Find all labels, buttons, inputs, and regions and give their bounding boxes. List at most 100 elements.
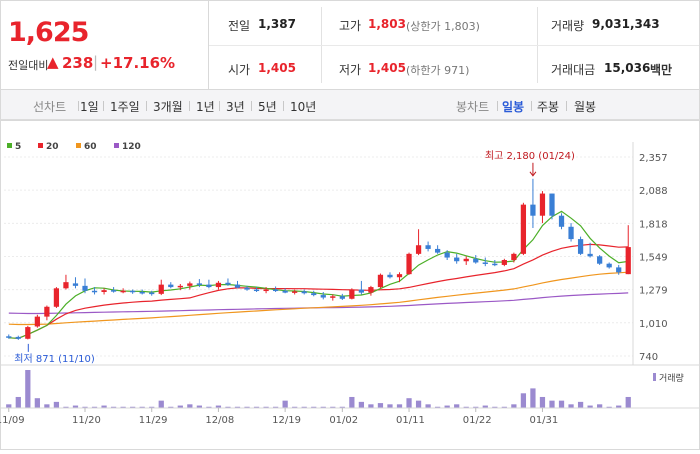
volume-bar (320, 406, 326, 408)
prev-close-value: 1,387 (258, 17, 296, 31)
volume-bar (110, 406, 117, 408)
volume-bar (187, 404, 193, 408)
period-1y-button[interactable]: 1년 (196, 100, 215, 114)
candle-body (587, 253, 593, 257)
current-price: 1,625 (8, 17, 89, 48)
open-label: 시가 (228, 63, 251, 77)
up-arrow-icon: ▲ (47, 53, 59, 71)
candle-body (330, 296, 336, 298)
period-1w-button[interactable]: 1주일 (110, 100, 140, 114)
candles (6, 178, 631, 340)
candle-body (72, 283, 79, 286)
candle-body (530, 204, 536, 216)
x-tick-label: 12/19 (272, 415, 301, 426)
candle-body (454, 257, 460, 262)
x-tick-label: 11/09 (0, 415, 25, 426)
volume-bar (597, 404, 603, 408)
candle-daily-button[interactable]: 일봉 (502, 100, 525, 114)
period-5y-button[interactable]: 5년 (258, 100, 277, 114)
candle-weekly-button[interactable]: 주봉 (537, 100, 560, 114)
divider (531, 101, 532, 111)
volume-legend-swatch (653, 373, 656, 381)
candle-body (215, 282, 222, 288)
volume-bar (53, 401, 60, 408)
x-tick-label: 11/29 (139, 415, 168, 426)
volume-bar (130, 406, 136, 408)
low-value: 1,405 (368, 61, 406, 75)
candle-body (110, 290, 117, 292)
y-tick-label: 1,549 (639, 252, 668, 263)
candlestick-chart: 5 20 60 120 2,357 2,088 1,818 1,549 1,279 1,010 7… (0, 120, 700, 450)
volume-bar (44, 404, 50, 408)
volume-bar (454, 404, 460, 408)
candle-body (139, 292, 145, 294)
candle-body (168, 284, 174, 288)
x-tick-label: 01/31 (529, 415, 558, 426)
volume-bar (234, 406, 241, 408)
legend-label: 60 (84, 142, 97, 152)
volume-bar (139, 406, 145, 408)
volume-label: 거래량 (551, 19, 585, 33)
candle-monthly-button[interactable]: 월봉 (574, 100, 597, 114)
divider (189, 101, 190, 111)
volume-bar (206, 406, 212, 408)
candle-body (177, 285, 183, 288)
candle-body (568, 226, 574, 240)
candle-body (34, 316, 40, 327)
moving-average-legend: 5 20 60 120 (7, 142, 141, 152)
x-tick-label: 11/20 (72, 415, 101, 426)
candle-body (253, 289, 260, 292)
volume-bar (6, 404, 12, 408)
candle-body (415, 245, 422, 254)
candle-body (396, 274, 403, 278)
volume-bar (225, 406, 231, 408)
candle-body (558, 215, 565, 227)
volume-bar (463, 406, 469, 408)
volume-bar (616, 405, 622, 408)
candle-body (473, 258, 479, 263)
volume-bar (158, 400, 164, 408)
candle-body (511, 253, 517, 261)
volume-bar (330, 406, 336, 408)
volume-bar (377, 403, 384, 408)
chart-border (0, 120, 700, 450)
high-label: 고가 (339, 19, 362, 33)
high-annotation: 최고 2,180 (01/24) (485, 150, 575, 162)
volume-bar (120, 406, 126, 408)
candle-body (539, 193, 546, 216)
period-10y-button[interactable]: 10년 (290, 100, 317, 114)
candle-body (358, 289, 365, 293)
volume-bar (539, 396, 546, 408)
candle-body (311, 293, 317, 296)
period-3m-button[interactable]: 3개월 (153, 100, 183, 114)
divider (103, 101, 104, 111)
volume-bar (63, 406, 69, 408)
volume-bar (368, 404, 374, 408)
period-1d-button[interactable]: 1일 (80, 100, 99, 114)
volume-bar (501, 406, 507, 408)
volume-bar (25, 370, 31, 408)
volume-bar (606, 406, 612, 408)
divider (146, 101, 147, 111)
candle-body (263, 289, 269, 292)
volume-bar (492, 406, 498, 408)
candle-body (577, 239, 584, 254)
candle-body (597, 256, 603, 264)
candle-body (501, 260, 507, 265)
candle-body (616, 267, 622, 273)
candle-body (130, 290, 136, 293)
legend-swatch (38, 143, 43, 148)
volume-bar (244, 406, 250, 408)
high-value: 1,803 (368, 17, 406, 31)
y-tick-label: 1,010 (639, 319, 668, 330)
divider (78, 101, 79, 111)
candle-body (368, 287, 374, 293)
low-annotation: 최저 871 (11/10) (14, 353, 95, 365)
volume-bar (215, 405, 222, 408)
candle-body (444, 252, 450, 258)
upper-limit-value: (상한가 1,803) (406, 20, 480, 33)
chart-canvas: 5 20 60 120 2,357 2,088 1,818 1,549 1,279 1,010 7… (0, 120, 700, 450)
divider (209, 45, 699, 46)
period-3y-button[interactable]: 3년 (226, 100, 245, 114)
volume-bar (196, 405, 202, 408)
